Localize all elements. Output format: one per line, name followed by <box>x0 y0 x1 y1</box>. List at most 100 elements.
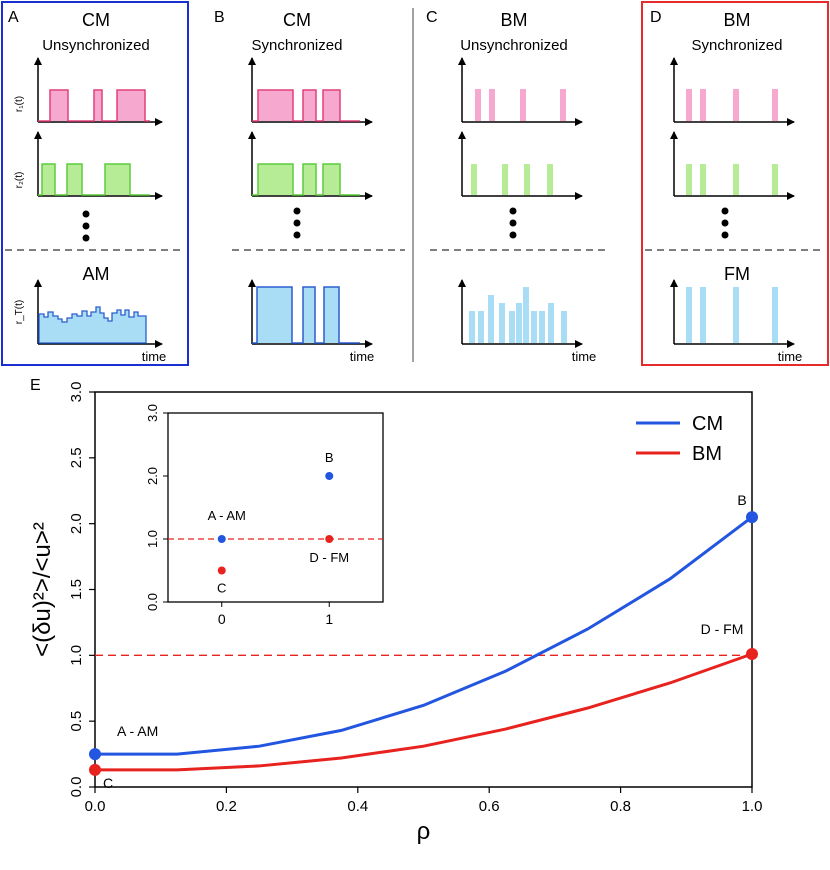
x-tick-label: 0.8 <box>610 798 631 815</box>
panel-c-ellipsis <box>509 207 517 239</box>
panel-c-header: C BM Unsynchronized <box>426 9 568 54</box>
r1-axis-label: r₁(t) <box>14 96 25 112</box>
panel-c-time-label: time <box>572 349 597 364</box>
inset-point-label: C <box>217 581 226 596</box>
y-tick-label: 1.0 <box>68 645 85 666</box>
inset-y-tick-label: 0.0 <box>145 593 160 611</box>
inset-data-point <box>217 566 226 575</box>
panel-c-subtitle: Unsynchronized <box>460 37 568 54</box>
panel-d-title: BM <box>724 10 751 30</box>
x-tick-label: 0.0 <box>85 798 106 815</box>
panel-a-time-label: time <box>142 349 167 364</box>
panel-c-rt-axes <box>458 279 583 348</box>
panel-a-r1-axes <box>34 57 163 126</box>
series-line-bm <box>95 652 753 772</box>
panel-d-bottom-title: FM <box>724 264 750 284</box>
x-tick-label: 0.6 <box>479 798 500 815</box>
panel-e-letter: E <box>30 377 41 394</box>
y-tick-label: 1.5 <box>68 579 85 600</box>
inset-plot-frame <box>167 412 384 603</box>
x-tick-label: 0.2 <box>216 798 237 815</box>
inset-chart: 0 1 0.0 1.0 2.0 3.0 A - AM C B D - FM <box>145 404 384 627</box>
panel-a-border <box>1 1 189 366</box>
panel-c-r1-axes <box>458 57 583 126</box>
panel-d-header: D BM Synchronized <box>650 9 782 54</box>
x-tick-label: 0.4 <box>347 798 368 815</box>
panel-a-r2-trace <box>38 163 150 196</box>
panel-a-ellipsis <box>82 210 90 242</box>
inset-y-tick-label: 1.0 <box>145 530 160 548</box>
panel-b-r2-axes <box>248 131 373 200</box>
data-point <box>89 763 101 776</box>
data-point <box>746 648 758 661</box>
legend-label-cm: CM <box>692 413 723 435</box>
panel-d-border <box>641 1 829 366</box>
series-line-cm <box>95 515 753 756</box>
panel-c-r2-trace <box>471 164 553 195</box>
panel-d-time-label: time <box>778 349 803 364</box>
x-axis-label: ρ <box>417 818 431 845</box>
panel-c-letter: C <box>426 9 438 26</box>
point-label: B <box>737 492 746 508</box>
panel-d-subtitle: Synchronized <box>692 37 783 54</box>
main-chart: 0.0 0.2 0.4 0.6 0.8 1.0 0.0 0.5 1.0 1.5 2.0 2.5 3.0 ρ… <box>29 382 762 845</box>
panel-b-rt-axes <box>248 279 373 348</box>
y-tick-label: 2.0 <box>68 513 85 534</box>
panel-b-ellipsis <box>293 207 301 239</box>
panel-d-r2-axes <box>670 131 795 200</box>
panel-c-r2-axes <box>458 131 583 200</box>
panel-b-time-label: time <box>350 349 375 364</box>
y-tick-label: 2.5 <box>68 447 85 468</box>
inset-point-label: A - AM <box>208 508 246 523</box>
panel-b-rt-trace <box>252 286 360 344</box>
panel-d-r1-trace <box>686 89 778 121</box>
point-label: C <box>103 775 113 791</box>
x-tick-label: 1.0 <box>742 798 763 815</box>
panel-a-r1-trace <box>38 89 150 122</box>
data-point <box>89 748 101 761</box>
data-point <box>746 511 758 524</box>
inset-point-label: B <box>325 450 334 465</box>
panel-a-title: CM <box>82 10 110 30</box>
panel-b-header: B CM Synchronized <box>214 9 342 54</box>
inset-x-tick-label: 0 <box>218 611 226 627</box>
inset-data-point <box>325 472 334 480</box>
panel-d-r2-trace <box>686 164 778 195</box>
inset-point-label: D - FM <box>309 550 349 565</box>
panel-c-r1-trace <box>475 89 566 121</box>
y-tick-label: 3.0 <box>68 382 85 403</box>
panel-a-r2-axes <box>34 131 163 200</box>
panel-a-letter: A <box>8 9 19 26</box>
panel-b-subtitle: Synchronized <box>252 37 343 54</box>
y-tick-label: 0.5 <box>68 711 85 732</box>
panel-b-r1-trace <box>252 89 360 122</box>
y-tick-label: 0.0 <box>68 777 85 798</box>
point-label: A - AM <box>117 723 158 739</box>
panel-b-r1-axes <box>248 57 373 126</box>
panel-d-rt-axes <box>670 279 795 348</box>
panel-a-header: A CM Unsynchronized <box>8 9 150 54</box>
panel-a-rt-axes <box>34 279 163 348</box>
r2-axis-label: r₂(t) <box>14 172 25 189</box>
inset-y-tick-label: 3.0 <box>145 404 160 422</box>
inset-data-point <box>325 535 334 543</box>
panel-d-ellipsis <box>721 207 729 239</box>
inset-data-point <box>217 535 226 543</box>
panel-c-rt-trace <box>469 287 567 343</box>
inset-x-tick-label: 1 <box>325 611 333 627</box>
panel-d-r1-axes <box>670 57 795 126</box>
panel-a-bottom-title: AM <box>83 264 110 284</box>
panel-a-subtitle: Unsynchronized <box>42 37 150 54</box>
point-label: D - FM <box>701 621 744 637</box>
panel-c-title: BM <box>501 10 528 30</box>
panel-b-letter: B <box>214 9 225 26</box>
rt-axis-label: r_T(t) <box>14 300 25 324</box>
legend-label-bm: BM <box>692 443 722 465</box>
panel-d-rt-trace <box>686 287 778 343</box>
y-axis-label: <(δu)²>/<u>² <box>29 522 56 657</box>
panel-a-rt-trace <box>38 306 147 344</box>
panel-b-r2-trace <box>252 163 360 196</box>
panel-d-letter: D <box>650 9 662 26</box>
inset-y-tick-label: 2.0 <box>145 467 160 485</box>
